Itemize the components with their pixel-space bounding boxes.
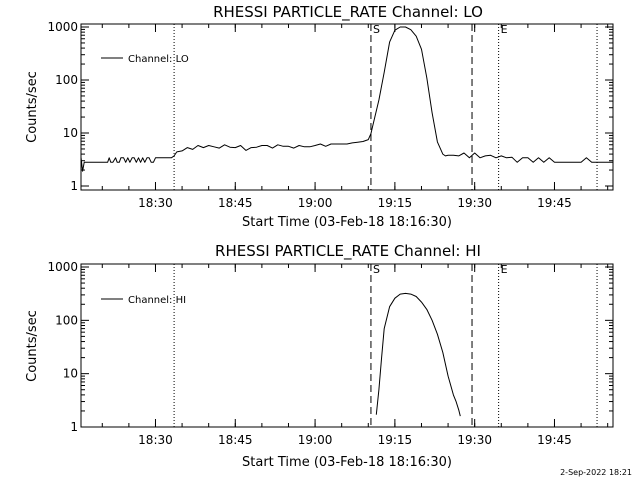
- y-tick-label: 1000: [47, 260, 78, 274]
- y-axis-label-hi: Counts/sec: [25, 310, 40, 382]
- y-tick-label: 10: [63, 367, 78, 381]
- marker-label-s: S: [373, 263, 380, 276]
- chart-marks-hi: 1 10 100 1000 18:30 18:45 19:00 19:15 19:30 19:45…: [47, 260, 613, 447]
- x-axis-label-lo: Start Time (03-Feb-18 18:16:30): [242, 215, 452, 230]
- y-tick-label: 100: [55, 313, 78, 327]
- series-line-hi: [375, 292, 461, 417]
- plot-frame-lo: [80, 23, 614, 191]
- x-tick-label: 19:00: [298, 433, 333, 447]
- x-tick-label: 19:15: [378, 433, 413, 447]
- y-tick-label: 1: [70, 420, 78, 434]
- x-tick-label: 19:45: [537, 433, 572, 447]
- marker-label-e: E: [501, 23, 508, 36]
- footer-date: 2-Sep-2022 18:21: [560, 468, 632, 477]
- chart-panel-lo: RHESSI PARTICLE_RATE Channel: LO 1101001…: [25, 3, 614, 230]
- marker-label-s: S: [373, 23, 380, 36]
- y-tick-label: 1000: [47, 20, 78, 34]
- chart-marks-lo: 1 10 100 1000 18:30 18:45 19:00 19:15 19:30 19:45…: [47, 20, 613, 210]
- x-tick-label: 19:45: [537, 196, 572, 210]
- y-axis-label-lo: Counts/sec: [25, 71, 40, 143]
- plot-frame-hi: [80, 263, 614, 428]
- x-tick-label: 19:30: [457, 196, 492, 210]
- chart-panel-hi: RHESSI PARTICLE_RATE Channel: HI 1101001…: [25, 242, 614, 470]
- marker-label-e: E: [501, 263, 508, 276]
- x-axis-label-hi: Start Time (03-Feb-18 18:16:30): [242, 455, 452, 470]
- x-tick-label: 18:45: [218, 196, 253, 210]
- series-line-lo: [80, 26, 613, 172]
- x-tick-label: 19:15: [378, 196, 413, 210]
- chart-title-hi: RHESSI PARTICLE_RATE Channel: HI: [215, 242, 481, 261]
- legend-label-hi: Channel: HI: [128, 295, 186, 306]
- x-tick-label: 19:00: [298, 196, 333, 210]
- x-tick-label: 18:30: [138, 433, 173, 447]
- x-tick-label: 18:45: [218, 433, 253, 447]
- y-tick-label: 100: [55, 73, 78, 87]
- y-tick-label: 10: [63, 126, 78, 140]
- x-tick-label: 19:30: [457, 433, 492, 447]
- chart-title-lo: RHESSI PARTICLE_RATE Channel: LO: [213, 3, 483, 22]
- x-tick-label: 18:30: [138, 196, 173, 210]
- legend-label-lo: Channel: LO: [128, 54, 189, 65]
- y-tick-label: 1: [70, 179, 78, 193]
